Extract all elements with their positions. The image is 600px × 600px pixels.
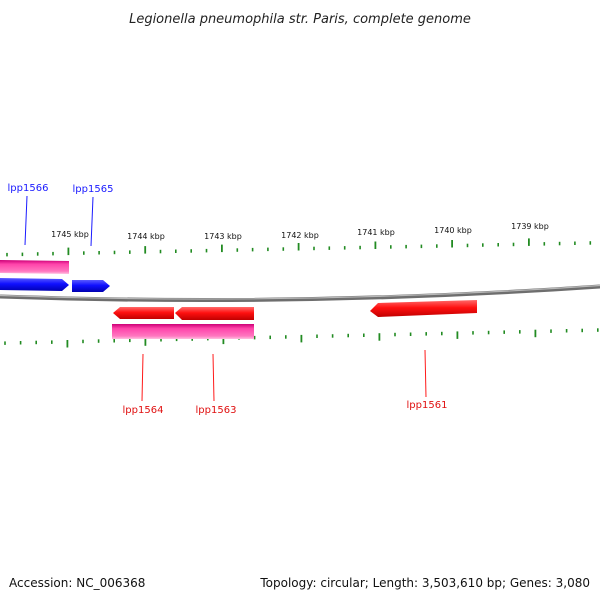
- gene-lpp1565: [72, 280, 110, 292]
- gene-label-lpp1563: lpp1563: [196, 405, 237, 416]
- gene-lpp1564: [113, 307, 174, 319]
- lpp1561-label-leader: [424, 349, 427, 398]
- scale-labels: 1745 kbp 1744 kbp 1743 kbp 1742 kbp 1741 kbp…: [51, 222, 549, 241]
- gene-label-lpp1564: lpp1564: [123, 405, 164, 416]
- gene-lpp1563: [175, 307, 254, 320]
- scale-label: 1743 kbp: [204, 232, 242, 241]
- genome-summary-text: Topology: circular; Length: 3,503,610 bp…: [259, 576, 590, 590]
- gene-lpp1561: [370, 300, 477, 317]
- ruler-ticks-inner: [4, 328, 599, 348]
- map-title: Legionella pneumophila str. Paris, compl…: [129, 12, 471, 27]
- gene-label-lpp1565: lpp1565: [73, 184, 114, 195]
- gene-label-lpp1561: lpp1561: [407, 400, 448, 411]
- scale-label: 1744 kbp: [127, 232, 165, 241]
- scale-label: 1740 kbp: [434, 226, 472, 235]
- gene-lpp1566: [0, 278, 69, 291]
- lpp1563-label-leader: [212, 353, 215, 402]
- genome-backbone-highlight: [0, 284, 600, 300]
- lpp1564-label-leader: [141, 353, 144, 402]
- accession-text: Accession: NC_006368: [9, 576, 145, 590]
- cds-band-reverse: [112, 324, 254, 339]
- gene-label-lpp1566: lpp1566: [8, 183, 49, 194]
- scale-label: 1739 kbp: [511, 222, 549, 231]
- lpp1565-label-leader: [90, 196, 94, 247]
- scale-label: 1745 kbp: [51, 230, 89, 239]
- scale-label: 1741 kbp: [357, 228, 395, 237]
- scale-label: 1742 kbp: [281, 231, 319, 240]
- ruler-ticks-outer: [6, 238, 592, 257]
- lpp1566-label-leader: [24, 195, 28, 246]
- cds-band-forward: [0, 260, 69, 274]
- genome-backbone: [0, 284, 600, 303]
